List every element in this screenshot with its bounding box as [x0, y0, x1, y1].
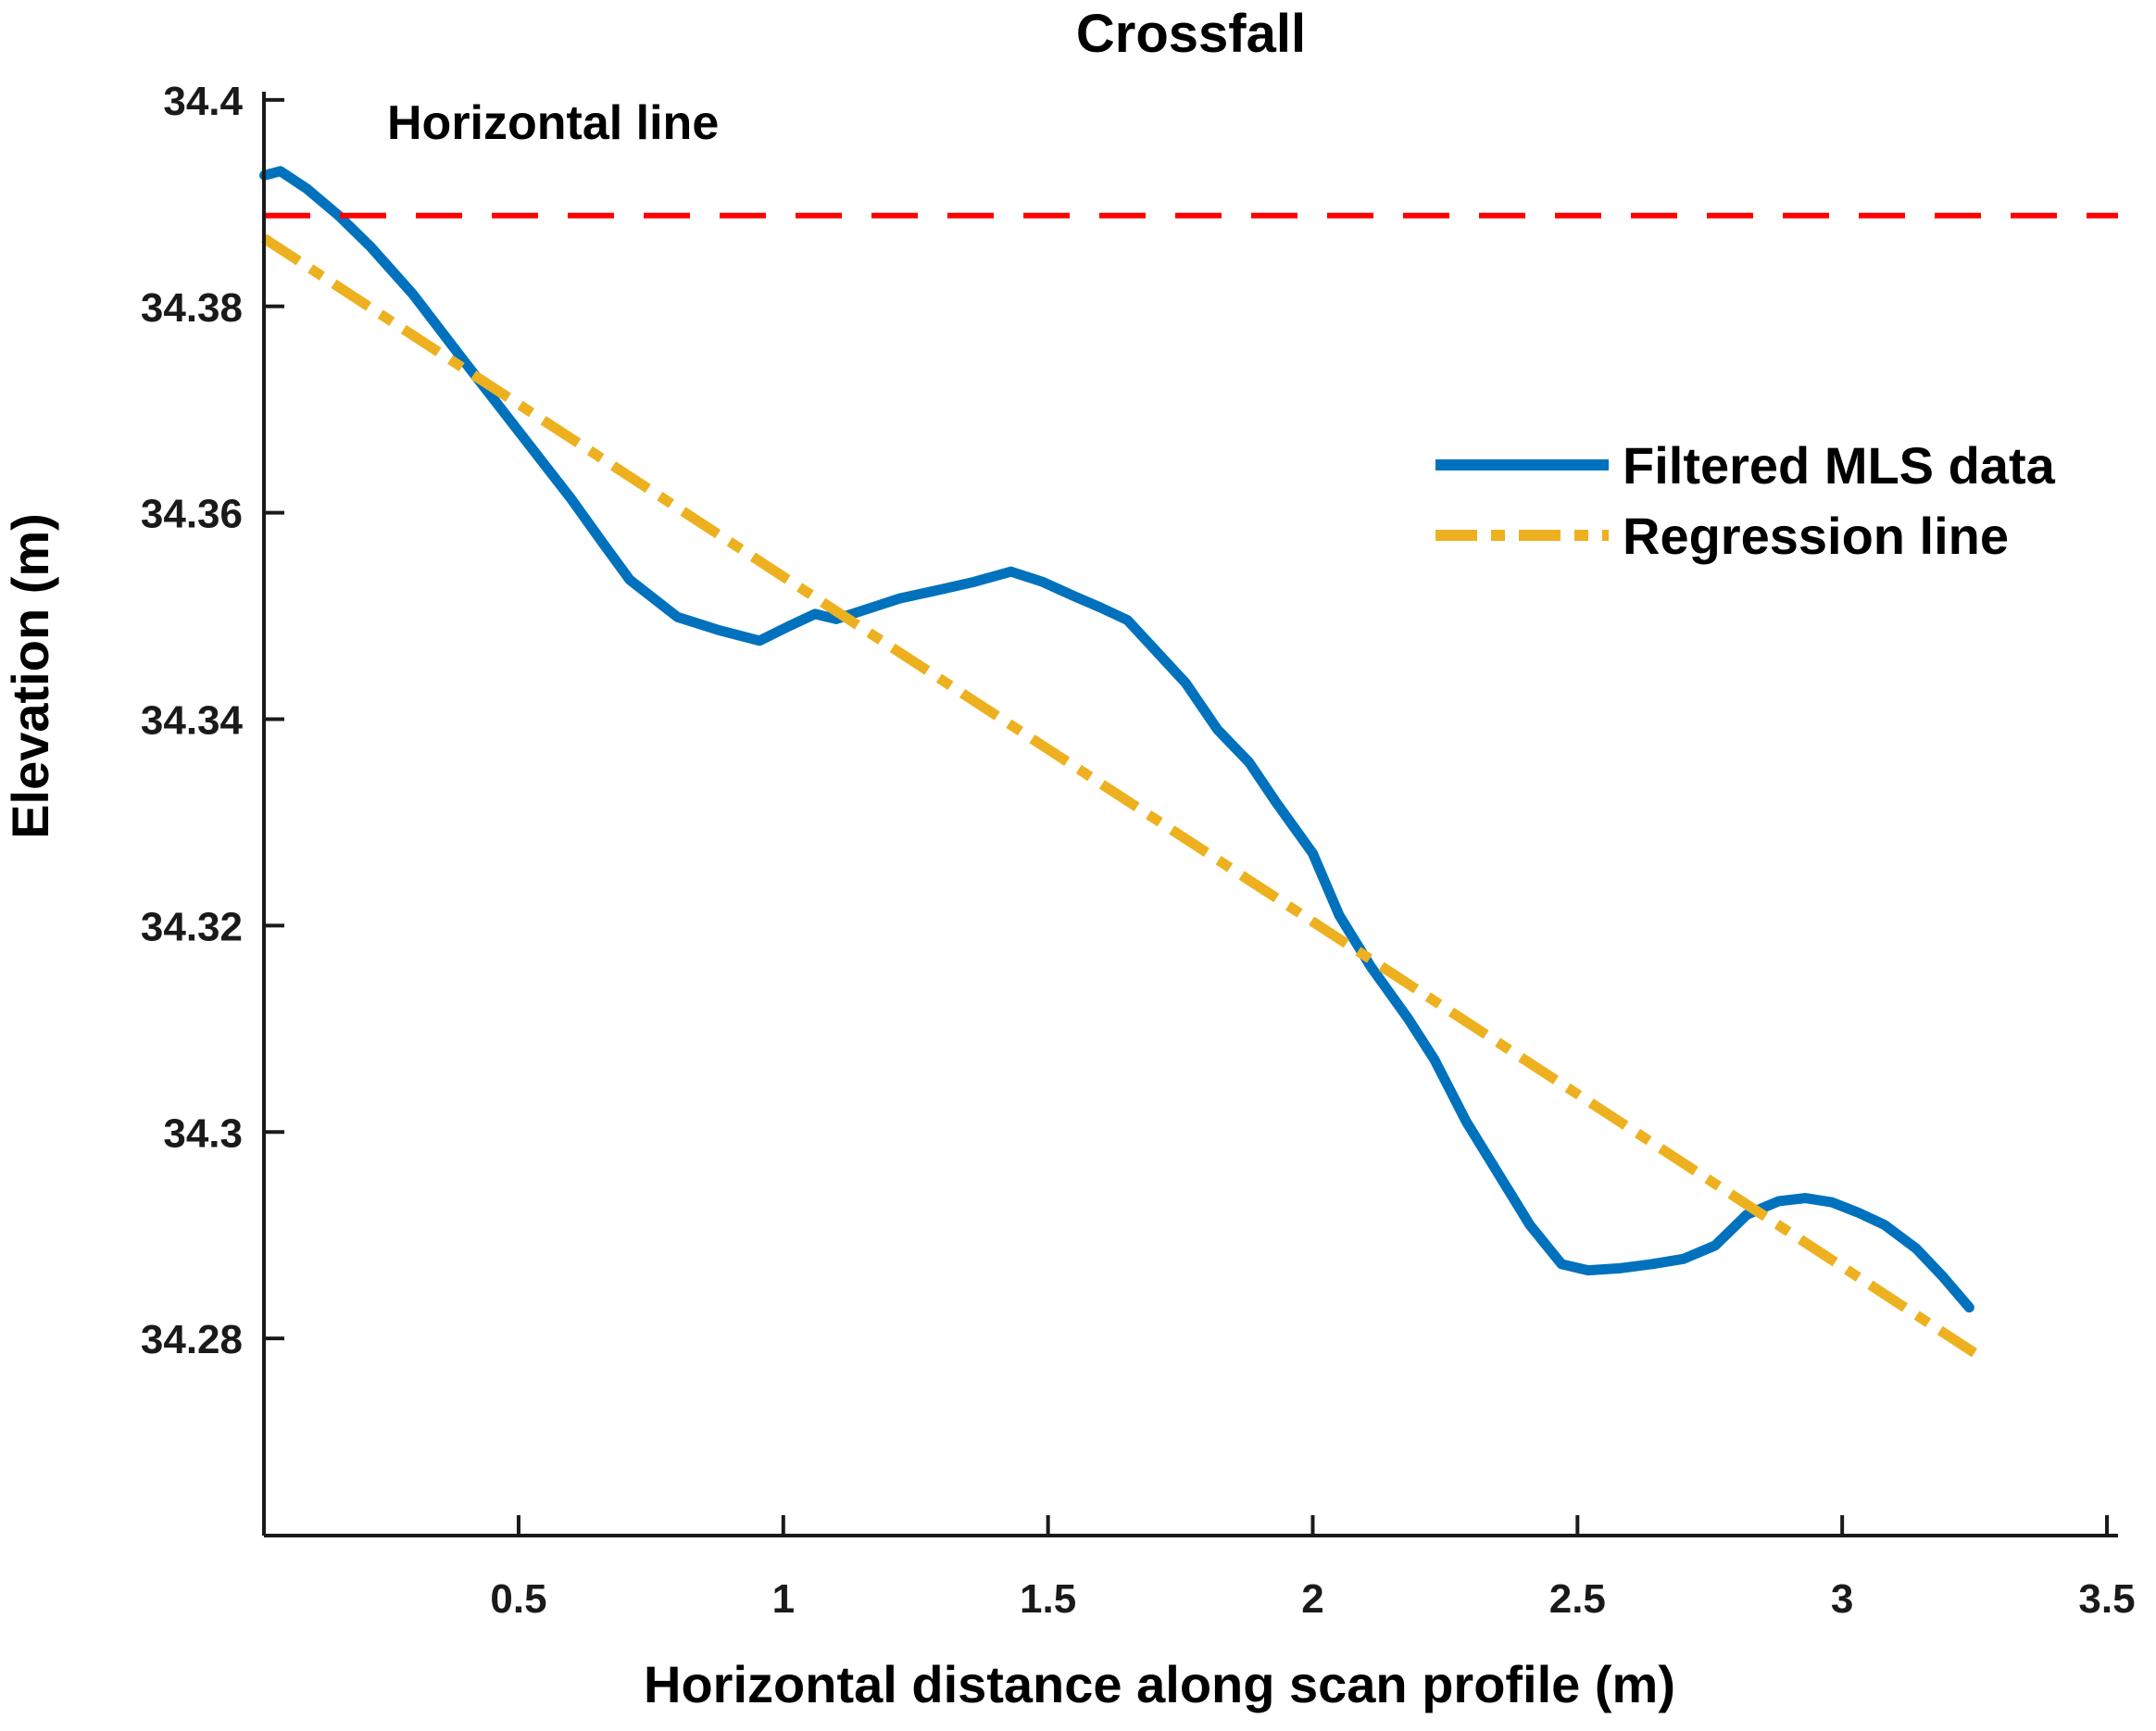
y-tick-label: 34.4	[163, 79, 243, 124]
chart-title: Crossfall	[1076, 4, 1306, 64]
x-axis-label: Horizontal distance along scan profile (…	[644, 1655, 1675, 1713]
y-tick-label: 34.28	[141, 1317, 243, 1362]
legend: Filtered MLS data Regression line	[1435, 436, 2056, 565]
x-tick-label: 0.5	[490, 1576, 546, 1622]
y-tick-label: 34.36	[141, 492, 243, 537]
x-tick-label: 3.5	[2078, 1576, 2135, 1622]
y-tick-label: 34.34	[141, 698, 244, 744]
y-tick-label: 34.3	[163, 1110, 243, 1156]
x-tick-label: 2	[1301, 1576, 1323, 1622]
x-axis-ticks: 0.5 1 1.5 2 2.5 3 3.5	[490, 1515, 2136, 1622]
annotation-horizontal-line: Horizontal line	[387, 96, 719, 150]
series-filtered-mls-data	[259, 166, 1974, 1313]
x-tick-label: 1.5	[1020, 1576, 1076, 1622]
y-tick-label: 34.38	[141, 285, 243, 331]
legend-label-regression: Regression line	[1623, 507, 2009, 565]
x-tick-label: 1	[772, 1576, 795, 1622]
series-regression-line	[260, 233, 1978, 1358]
y-axis-ticks: 34.28 34.3 34.32 34.34 34.36 34.38 34.4	[141, 79, 284, 1362]
x-tick-label: 3	[1831, 1576, 1853, 1622]
x-tick-label: 2.5	[1549, 1576, 1606, 1622]
y-tick-label: 34.32	[141, 904, 243, 949]
y-axis-label: Elevation (m)	[1, 513, 59, 839]
series-layer	[259, 166, 2118, 1358]
legend-label-filtered-mls: Filtered MLS data	[1623, 436, 2056, 495]
